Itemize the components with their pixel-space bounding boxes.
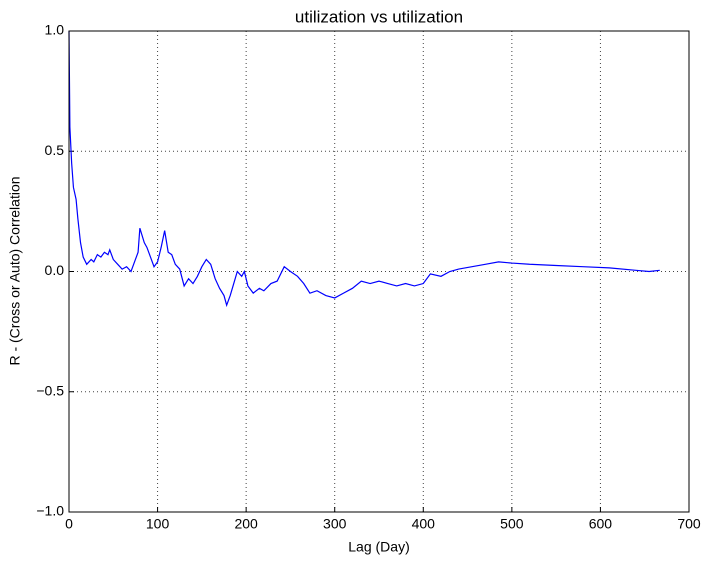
x-tick-label: 500 bbox=[500, 516, 524, 532]
x-tick-label: 400 bbox=[412, 516, 436, 532]
y-tick-label: 0.0 bbox=[45, 262, 65, 278]
chart-title: utilization vs utilization bbox=[295, 7, 463, 26]
y-axis-label: R - (Cross or Auto) Correlation bbox=[7, 176, 23, 365]
x-tick-label: 700 bbox=[677, 516, 701, 532]
x-tick-label: 600 bbox=[589, 516, 613, 532]
x-tick-label: 300 bbox=[323, 516, 347, 532]
y-tick-label: −0.5 bbox=[36, 382, 64, 398]
plot-frame bbox=[68, 30, 690, 513]
data-line bbox=[68, 30, 660, 308]
y-tick-label: 1.0 bbox=[45, 22, 65, 38]
x-tick-label: 0 bbox=[65, 516, 73, 532]
x-axis-label: Lag (Day) bbox=[348, 539, 409, 555]
x-tick-label: 100 bbox=[146, 516, 170, 532]
y-tick-label: −1.0 bbox=[36, 503, 64, 519]
x-tick-label: 200 bbox=[234, 516, 258, 532]
y-tick-label: 0.5 bbox=[45, 142, 65, 158]
